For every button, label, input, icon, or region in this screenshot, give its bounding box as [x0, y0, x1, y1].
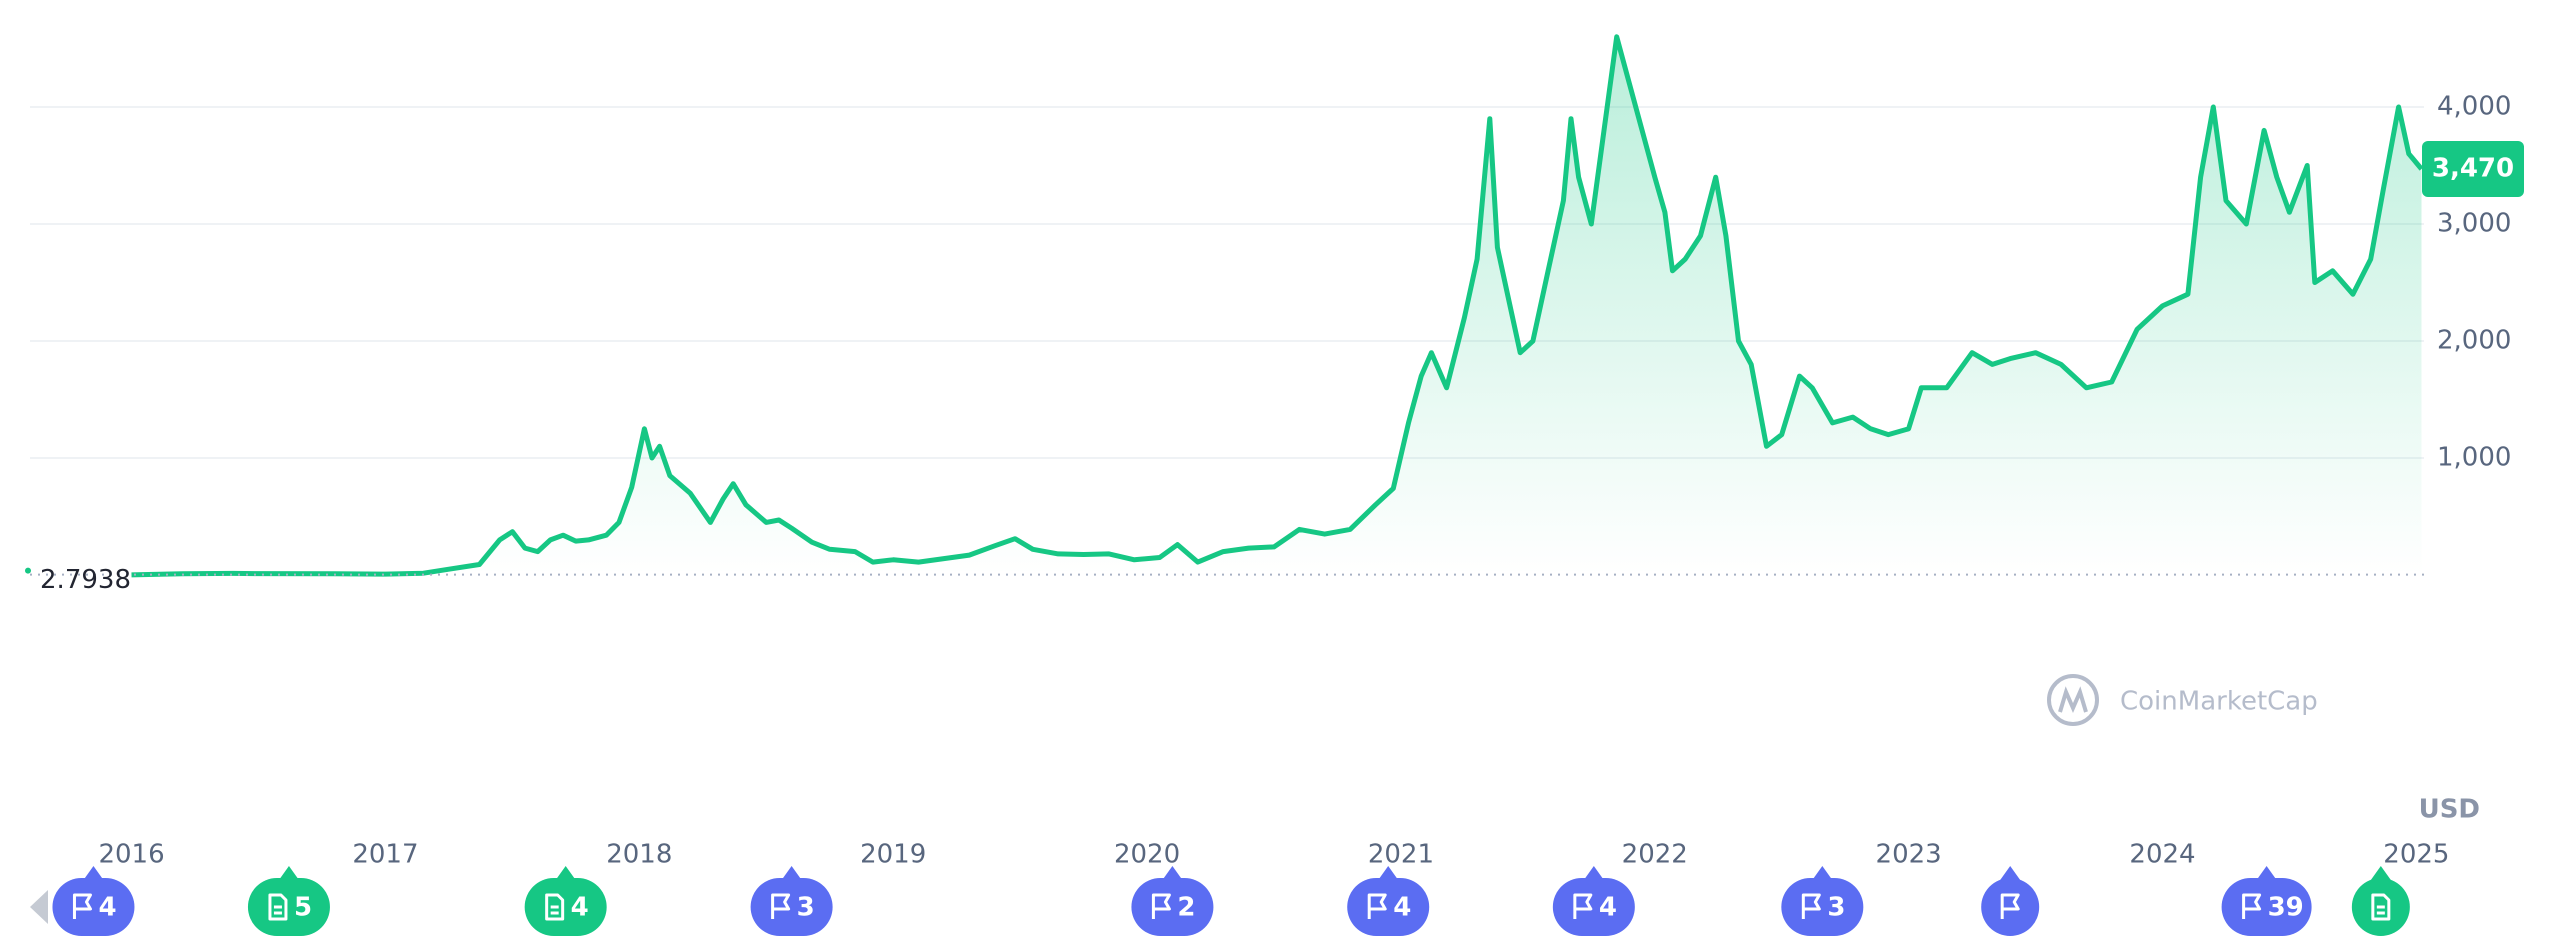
start-label: 2.7938 [40, 565, 131, 595]
flag-icon [1573, 893, 1593, 919]
event-count: 4 [571, 893, 589, 923]
x-tick-label: 2025 [2383, 840, 2449, 870]
flag-icon [1151, 893, 1171, 919]
start-dot [25, 567, 31, 574]
event-count: 5 [294, 893, 312, 923]
doc-icon [2371, 893, 2391, 921]
flag-icon [771, 893, 791, 919]
doc-icon [268, 893, 288, 921]
event-pin [1162, 866, 1183, 880]
event-marker[interactable] [2351, 866, 2410, 936]
y-unit: USD [2419, 795, 2480, 825]
event-pin [2256, 866, 2277, 880]
flag-icon [2000, 893, 2020, 919]
event-pin [555, 866, 576, 880]
current-badge [2422, 141, 2524, 198]
x-tick-label: 2019 [860, 840, 926, 870]
x-tick-label: 2023 [1876, 840, 1942, 870]
event-marker[interactable]: 4 [524, 866, 607, 936]
event-pin [1812, 866, 1833, 880]
event-badge [524, 878, 607, 936]
event-badge [247, 878, 330, 936]
x-tick-label: 2020 [1114, 840, 1180, 870]
flag-icon [1367, 893, 1387, 919]
x-tick-label: 2018 [606, 840, 672, 870]
y-tick-label: 1,000 [2437, 443, 2511, 473]
y-tick-label: 2,000 [2437, 326, 2511, 356]
current-label: 3,470 [2432, 154, 2514, 184]
y-tick-label: 4,000 [2437, 92, 2511, 122]
event-badge [1781, 878, 1864, 936]
watermark-text: CoinMarketCap [2120, 687, 2318, 717]
event-badge [750, 878, 833, 936]
x-tick-label: 2017 [352, 840, 418, 870]
event-count: 3 [1827, 893, 1845, 923]
watermark: CoinMarketCap [2047, 674, 2318, 726]
event-badge [52, 878, 135, 936]
area [131, 36, 2422, 576]
event-marker[interactable]: 3 [750, 866, 833, 936]
event-badge [1347, 878, 1430, 936]
event-pin [2370, 866, 2391, 880]
x-tick-label: 2024 [2129, 840, 2195, 870]
event-marker[interactable]: 3 [1781, 866, 1864, 936]
event-count: 4 [1393, 893, 1411, 923]
event-count: 4 [1599, 893, 1617, 923]
event-count: 3 [797, 893, 815, 923]
event-count: 2 [1177, 893, 1195, 923]
price-line [131, 34, 2424, 578]
event-marker[interactable]: 4 [1552, 866, 1635, 936]
event-marker[interactable]: 4 [1347, 866, 1430, 936]
x-tick-label: 2016 [98, 840, 164, 870]
event-marker[interactable] [1981, 866, 2040, 936]
event-pin [1583, 866, 1604, 880]
doc-icon [545, 893, 565, 921]
event-marker[interactable]: 39 [2221, 866, 2312, 936]
event-marker[interactable]: 2 [1131, 866, 1214, 936]
event-badge [2221, 878, 2312, 936]
event-pin [781, 866, 802, 880]
event-pin [278, 866, 299, 880]
event-marker[interactable]: 4 [52, 866, 135, 936]
event-count: 4 [98, 893, 116, 923]
flag-icon [2242, 893, 2262, 919]
scroll-arrow[interactable] [30, 890, 48, 924]
event-pin [83, 866, 104, 880]
event-marker[interactable]: 5 [247, 866, 330, 936]
flag-icon [1801, 893, 1821, 919]
y-tick-label: 3,000 [2437, 209, 2511, 239]
event-count: 39 [2268, 893, 2304, 923]
event-pin [1378, 866, 1399, 880]
event-badge [1131, 878, 1214, 936]
flag-icon [72, 893, 92, 919]
event-badge [1981, 878, 2040, 936]
event-pin [2000, 866, 2021, 880]
x-tick-label: 2022 [1622, 840, 1688, 870]
event-badge [1552, 878, 1635, 936]
x-tick-label: 2021 [1368, 840, 1434, 870]
